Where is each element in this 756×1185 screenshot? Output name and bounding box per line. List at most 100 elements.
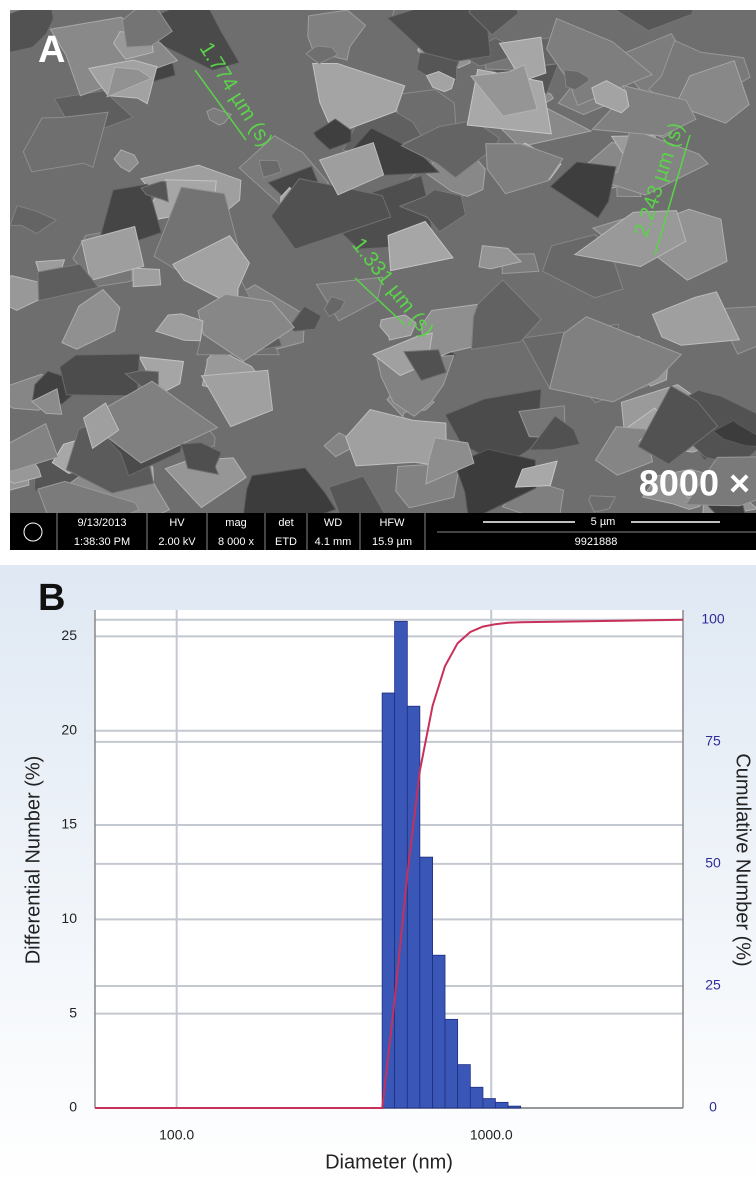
bar [419, 856, 433, 1109]
info-bar: 9/13/2013 1:38:30 PM HV 2.00 kV mag 8 00… [10, 513, 756, 550]
sem-particle [106, 66, 153, 98]
x-axis-label: Diameter (nm) [325, 1151, 453, 1173]
bar [507, 1105, 522, 1109]
sem-particle [573, 210, 687, 268]
sem-particle [387, 220, 454, 272]
sem-particle [498, 36, 547, 82]
sem-particle [37, 263, 100, 302]
info-hfw-label: HFW [379, 517, 405, 529]
cumulative-line [95, 618, 684, 1109]
sem-particle [528, 415, 581, 451]
sem-particle [323, 295, 346, 318]
info-det: ETD [275, 536, 297, 548]
y2-tick-label: 25 [705, 977, 721, 993]
bar [457, 1064, 471, 1109]
sem-particle [10, 205, 58, 235]
sem-particle [684, 456, 756, 507]
y-tick-label: 0 [69, 1099, 77, 1115]
x-tick-label: 1000.0 [470, 1127, 513, 1143]
panel-label: B [38, 577, 65, 619]
sem-particle [140, 180, 169, 203]
sem-particle [593, 119, 709, 196]
sem-particle [712, 419, 756, 447]
info-wd: 4.1 mm [315, 536, 352, 548]
sem-particle [59, 353, 141, 397]
sem-particle [10, 422, 59, 472]
sem-particle [197, 293, 295, 362]
sem-particle [651, 291, 741, 346]
sem-particle [470, 279, 542, 350]
sem-particle [154, 313, 204, 342]
sem-particle [121, 10, 173, 48]
info-hv-label: HV [169, 517, 185, 529]
sem-particle [30, 388, 63, 415]
bar [495, 1101, 509, 1109]
sem-particle [328, 475, 385, 513]
info-scale: 5 µm [591, 516, 616, 528]
bar [406, 705, 421, 1109]
sem-particle [22, 111, 109, 173]
sem-particle [132, 267, 162, 288]
sem-particle [386, 10, 492, 62]
info-time: 1:38:30 PM [74, 536, 130, 548]
y2-tick-label: 100 [701, 610, 725, 626]
sem-particle [563, 69, 590, 91]
y-tick-label: 25 [61, 627, 77, 643]
sem-particle [478, 245, 523, 270]
sem-particle [425, 437, 475, 485]
sem-particle [425, 70, 456, 93]
info-det-label: det [278, 517, 293, 529]
sem-particle [270, 178, 392, 250]
sem-particle [400, 119, 500, 179]
y2-tick-label: 50 [705, 855, 721, 871]
sem-particle [305, 45, 339, 65]
y-axis-label: Differential Number (%) [22, 756, 44, 965]
sem-particle [243, 467, 337, 513]
sem-particle [37, 480, 140, 513]
info-hfw: 15.9 µm [372, 536, 412, 548]
y2-axis-label: Cumulative Number (%) [732, 753, 754, 966]
sem-particle [287, 305, 323, 332]
sem-particle [637, 385, 719, 465]
y-tick-label: 15 [61, 816, 77, 832]
sem-particle [379, 314, 417, 341]
sem-particle [591, 80, 630, 114]
sem-particle [83, 402, 120, 450]
sem-particle [258, 159, 283, 179]
sem-particle [81, 225, 145, 282]
sem-particle [10, 10, 54, 53]
y2-tick-label: 0 [709, 1099, 717, 1115]
sem-texture [10, 10, 756, 513]
sem-particle [312, 118, 352, 151]
magnification: 8000 × [639, 463, 750, 504]
sem-particle [468, 10, 520, 36]
y-tick-label: 10 [61, 910, 77, 926]
sem-particle [61, 288, 121, 350]
info-id: 9921888 [575, 536, 618, 548]
y2-tick-label: 75 [705, 733, 721, 749]
sem-particle [398, 188, 467, 233]
sem-particle [514, 460, 558, 488]
sem-particle [588, 495, 616, 513]
info-hv: 2.00 kV [158, 536, 196, 548]
y-tick-label: 5 [69, 1004, 77, 1020]
sem-particle [674, 60, 750, 124]
sem-particle [345, 408, 448, 468]
measure-lines [194, 69, 691, 326]
bar [394, 620, 408, 1109]
panel-label: A [38, 29, 65, 71]
sem-particle [318, 142, 385, 196]
info-wd-label: WD [324, 517, 342, 529]
sem-particle [113, 149, 140, 173]
x-tick-label: 100.0 [159, 1127, 194, 1143]
sem-particle [83, 380, 219, 464]
sem-particle [164, 457, 247, 509]
y-tick-label: 20 [61, 721, 77, 737]
sem-particle [403, 349, 447, 382]
plot: 100.0 1000.0 0 5 10 15 20 25 0 25 50 75 100 [61, 610, 725, 1143]
bar [469, 1086, 484, 1109]
bar [482, 1098, 496, 1109]
sem-particle [200, 369, 274, 428]
info-mag: 8 000 x [218, 536, 255, 548]
